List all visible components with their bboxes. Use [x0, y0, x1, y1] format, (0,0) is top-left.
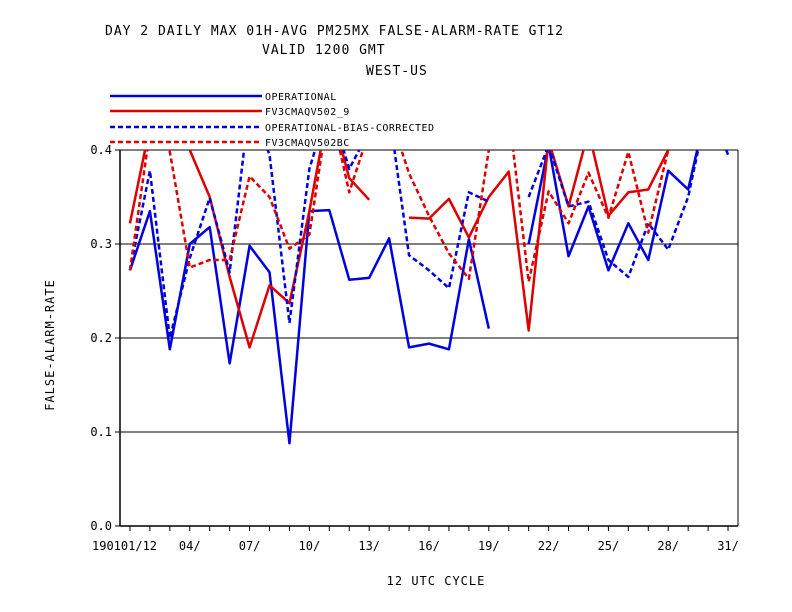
- series-group: [128, 150, 730, 445]
- x-tick-label: 16/: [418, 539, 440, 553]
- chart-title-line-1: DAY 2 DAILY MAX 01H-AVG PM25MX FALSE-ALA…: [105, 24, 564, 39]
- series-line-fv3cmaqv502-9: [128, 150, 371, 349]
- gridlines: [120, 149, 738, 433]
- series-line-operational-bias-corrected: [527, 150, 700, 279]
- x-tick-label: 22/: [538, 539, 560, 553]
- x-tick-label: 25/: [598, 539, 620, 553]
- series-line-fv3cmaqv502-9: [409, 150, 670, 332]
- chart-title-line-3: WEST-US: [366, 64, 428, 79]
- x-tick-label: 10/: [299, 539, 321, 553]
- y-tick-label: 0.2: [90, 331, 112, 345]
- series-line-operational: [527, 150, 730, 272]
- legend-label-operational: OPERATIONAL: [265, 92, 337, 103]
- series-line-operational: [128, 208, 491, 445]
- x-tick-label: 07/: [239, 539, 261, 553]
- x-tick-label: 13/: [358, 539, 380, 553]
- legend-label-operational-bias-corrected: OPERATIONAL-BIAS-CORRECTED: [265, 123, 435, 134]
- x-tick-label: 04/: [179, 539, 201, 553]
- x-tick-label: 28/: [657, 539, 679, 553]
- y-tick-label: 0.4: [90, 143, 112, 157]
- chart-title-line-2: VALID 1200 GMT: [262, 43, 386, 58]
- x-tick-label: 190101/12: [92, 539, 157, 553]
- legend-label-fv3cmaqv502-9: FV3CMAQV502_9: [265, 107, 350, 118]
- x-tick-label: 31/: [717, 539, 739, 553]
- series-line-operational-bias-corrected: [128, 150, 490, 340]
- y-axis-label: FALSE-ALARM-RATE: [43, 279, 57, 411]
- x-tick-label: 19/: [478, 539, 500, 553]
- x-ticks: 190101/12 04/07/10/13/16/19/22/25/28/31/: [92, 526, 739, 553]
- y-tick-label: 0.1: [90, 425, 112, 439]
- legend-label-fv3cmaqv502bc: FV3CMAQV502BC: [265, 138, 350, 149]
- x-axis-label: 12 UTC CYCLE: [387, 574, 486, 588]
- plot-area: 0.0 0.1 0.2 0.3 0.4 190101/12 04/07/10/13/16/…: [90, 143, 739, 553]
- y-tick-label: 0.0: [90, 519, 112, 533]
- legend: OPERATIONAL FV3CMAQV502_9 OPERATIONAL-BI…: [110, 92, 435, 149]
- y-tick-label: 0.3: [90, 237, 112, 251]
- y-ticks: 0.0 0.1 0.2 0.3 0.4: [90, 143, 120, 533]
